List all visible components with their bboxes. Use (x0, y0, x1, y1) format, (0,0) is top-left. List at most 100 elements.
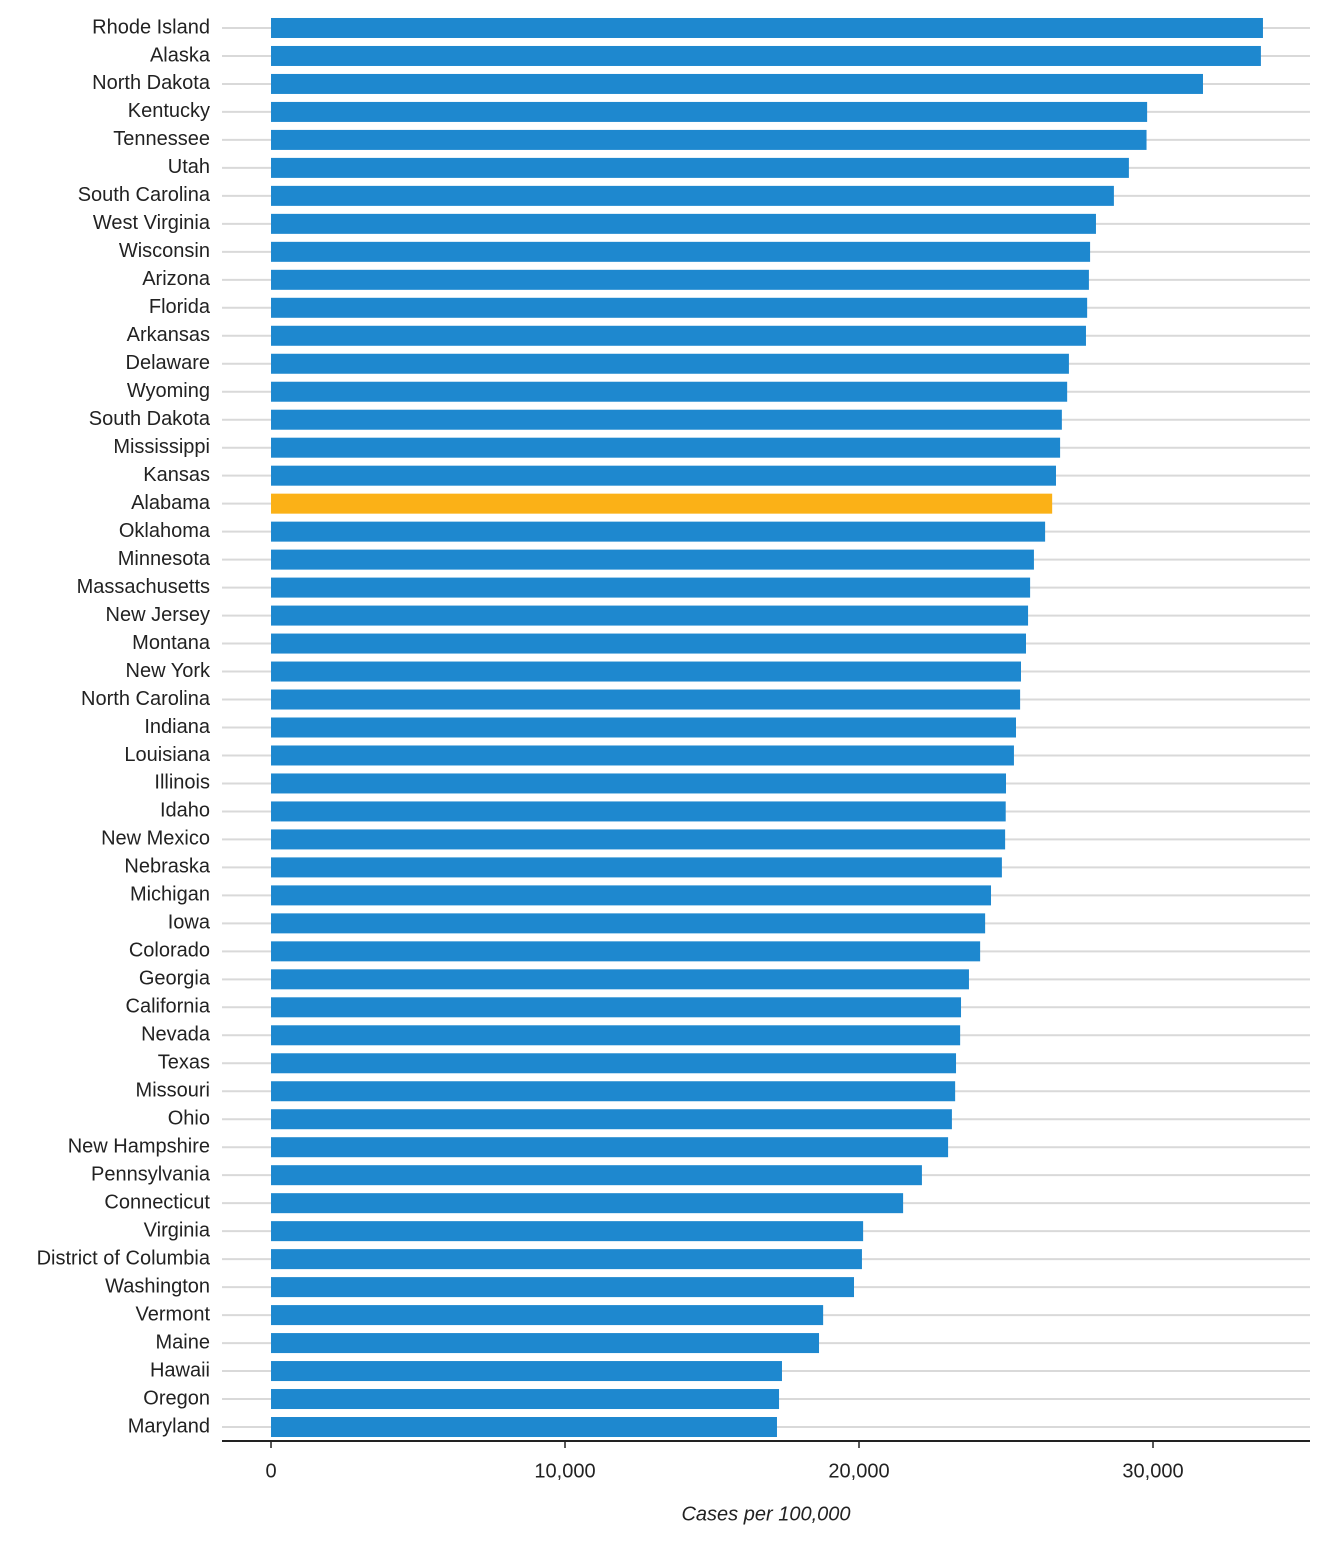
y-tick-label: Michigan (130, 884, 210, 906)
y-tick-label: Wyoming (127, 380, 210, 402)
y-tick-label: Wisconsin (119, 240, 210, 262)
bar (271, 577, 1031, 598)
y-tick-label: Oregon (143, 1387, 210, 1409)
y-tick-label: New Mexico (101, 828, 210, 850)
x-axis-title: Cases per 100,000 (681, 1503, 850, 1525)
y-tick-label: Illinois (154, 772, 210, 794)
y-tick-label: Maine (156, 1331, 210, 1353)
bar (271, 437, 1061, 458)
y-tick-label: Idaho (160, 800, 210, 822)
y-tick-label: Indiana (144, 716, 210, 738)
bar (271, 269, 1089, 290)
bar (271, 521, 1046, 542)
bar (271, 1333, 820, 1354)
bar (271, 605, 1029, 626)
x-tick-label: 20,000 (828, 1460, 889, 1482)
bar (271, 717, 1017, 738)
bar (271, 1137, 949, 1158)
bar (271, 829, 1006, 850)
y-tick-label: Montana (132, 632, 211, 654)
y-tick-label: Alaska (150, 44, 211, 66)
y-tick-label: Arizona (142, 268, 211, 290)
bar (271, 1025, 961, 1046)
bar (271, 633, 1026, 654)
y-tick-label: North Carolina (81, 688, 211, 710)
bar (271, 465, 1056, 486)
y-tick-label: Massachusetts (77, 576, 210, 598)
y-tick-label: South Dakota (89, 408, 211, 430)
bar (271, 913, 986, 934)
bar (271, 1109, 952, 1130)
bar (271, 17, 1263, 38)
x-tick-label: 10,000 (534, 1460, 595, 1482)
x-tick-label: 0 (265, 1460, 276, 1482)
bar (271, 1277, 855, 1298)
y-tick-label: Vermont (136, 1303, 211, 1325)
y-tick-label: Kentucky (128, 100, 210, 122)
y-tick-label: Tennessee (113, 128, 210, 150)
y-tick-label: Oklahoma (119, 520, 211, 542)
bar (271, 1361, 782, 1382)
bar (271, 157, 1129, 178)
y-tick-label: Texas (158, 1052, 210, 1074)
bar (271, 1193, 904, 1214)
bar (271, 101, 1148, 122)
y-tick-label: Washington (105, 1275, 210, 1297)
bar (271, 213, 1096, 234)
y-tick-label: North Dakota (92, 72, 211, 94)
y-tick-label: Kansas (143, 464, 210, 486)
x-tick-label: 30,000 (1122, 1460, 1183, 1482)
y-tick-label: Arkansas (127, 324, 210, 346)
y-tick-label: New York (126, 660, 211, 682)
y-tick-label: Ohio (168, 1108, 210, 1130)
bar (271, 773, 1007, 794)
bar (271, 1053, 957, 1074)
bar (271, 549, 1034, 570)
bar (271, 661, 1021, 682)
y-tick-label: Iowa (168, 912, 211, 934)
y-tick-label: Florida (149, 296, 211, 318)
bar (271, 1081, 956, 1102)
y-tick-label: Alabama (131, 492, 211, 514)
y-tick-label: Colorado (129, 940, 210, 962)
bar (271, 409, 1062, 430)
y-tick-label: California (126, 996, 211, 1018)
bar (271, 1221, 864, 1242)
bar (271, 857, 1002, 878)
bar (271, 941, 981, 962)
y-tick-label: South Carolina (78, 184, 211, 206)
bar (271, 997, 962, 1018)
y-tick-label: New Jersey (106, 604, 210, 626)
bar (271, 1305, 824, 1326)
y-tick-label: Maryland (128, 1415, 210, 1437)
y-tick-label: Virginia (144, 1219, 211, 1241)
bar (271, 1389, 780, 1410)
bar (271, 185, 1114, 206)
y-tick-label: New Hampshire (68, 1135, 210, 1157)
bar (271, 801, 1006, 822)
bar (271, 1417, 777, 1438)
bar (271, 689, 1021, 710)
y-tick-label: Louisiana (124, 744, 211, 766)
y-tick-label: West Virginia (93, 212, 211, 234)
y-tick-label: Georgia (139, 968, 211, 990)
bar (271, 353, 1069, 374)
y-tick-label: Connecticut (104, 1191, 210, 1213)
bar (271, 969, 969, 990)
bar (271, 1165, 922, 1186)
bar (271, 381, 1068, 402)
y-tick-label: Rhode Island (92, 16, 210, 38)
y-tick-label: Pennsylvania (91, 1163, 211, 1185)
bar (271, 493, 1053, 514)
bar (271, 325, 1086, 346)
bar (271, 297, 1088, 318)
y-tick-label: Nevada (141, 1024, 211, 1046)
y-tick-label: District of Columbia (37, 1247, 211, 1269)
bar (271, 885, 992, 906)
y-tick-label: Nebraska (124, 856, 210, 878)
bar (271, 73, 1203, 94)
y-tick-label: Minnesota (118, 548, 211, 570)
y-tick-label: Hawaii (150, 1359, 210, 1381)
y-tick-label: Delaware (126, 352, 210, 374)
